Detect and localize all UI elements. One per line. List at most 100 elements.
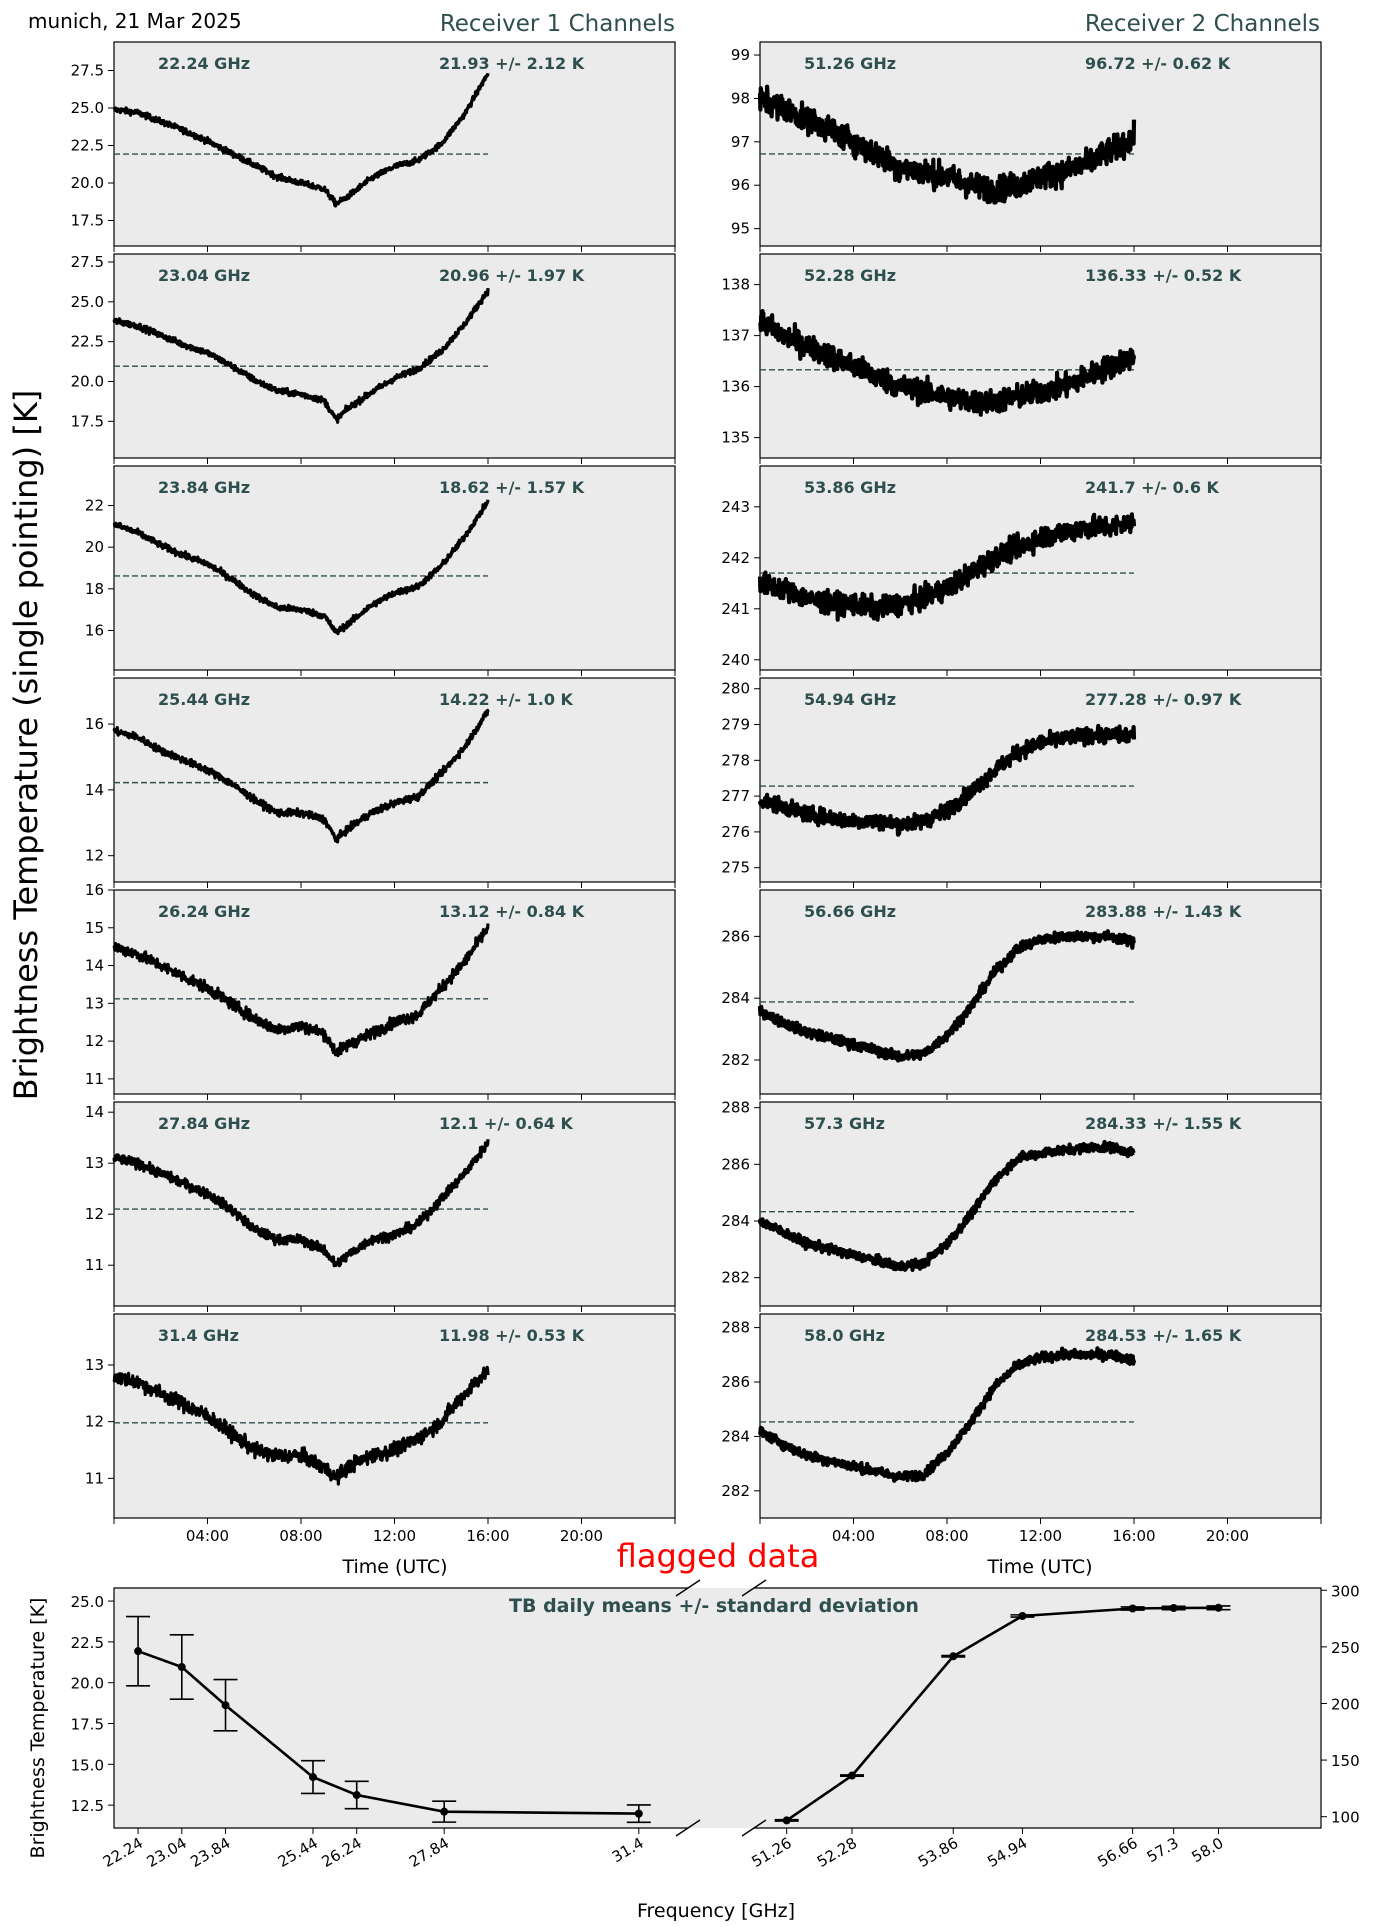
summary-left-ytick-label: 12.5 (71, 1797, 104, 1815)
rx2-panel-4-ytick-label: 280 (721, 680, 750, 698)
rx2-panel-4-stat-label: 277.28 +/- 0.97 K (1085, 690, 1242, 709)
rx2-panel-2-ytick-label: 137 (721, 327, 750, 345)
rx2-panel-5-stat-label: 283.88 +/- 1.43 K (1085, 902, 1242, 921)
rx1-panel-2-ytick-label: 25.0 (71, 293, 104, 311)
summary-right-point (949, 1652, 958, 1661)
rx1-panel-2-frequency-label: 23.04 GHz (158, 266, 250, 285)
rx2-panel-3-frequency-label: 53.86 GHz (804, 478, 896, 497)
rx2-panel-3-ytick-label: 241 (721, 600, 750, 618)
summary-left-xtick-label: 25.44 (275, 1834, 321, 1871)
rx1-xtick-label: 08:00 (279, 1527, 322, 1545)
rx2-panel-3-background (759, 465, 1322, 671)
rx2-panel-7-ytick-label: 288 (721, 1319, 750, 1337)
receiver2-panels: 95 96 97 98 99 51.26 GHz 96.72 +/- 0.62 K 135 13… (721, 41, 1322, 1545)
rx2-xtick-label: 16:00 (1112, 1527, 1155, 1545)
rx1-panel-5-frequency-label: 26.24 GHz (158, 902, 250, 921)
summary-title: TB daily means +/- standard deviation (509, 1595, 919, 1617)
rx2-panel-6-stat-label: 284.33 +/- 1.55 K (1085, 1114, 1242, 1133)
summary-left-frame (113, 1587, 688, 1829)
rx2-panel-6-background (759, 1101, 1322, 1307)
rx2-panel-3-ytick-label: 240 (721, 651, 750, 669)
rx2-panel-7-ytick-label: 284 (721, 1427, 750, 1445)
summary-left-point (352, 1791, 361, 1800)
rx1-panel-6-ytick-label: 14 (85, 1103, 104, 1121)
rx1-panel-7-trace (112, 1365, 490, 1486)
rx1-panel-7-ytick-label: 11 (85, 1469, 104, 1487)
rx1-panel-7-ytick-label: 13 (85, 1356, 104, 1374)
main-y-axis-label: Brightness Temperature (single pointing)… (7, 390, 45, 1101)
rx2-xtick-label: 04:00 (832, 1527, 875, 1545)
rx1-panel-3-ytick-label: 20 (85, 538, 104, 556)
summary-left-point (221, 1701, 230, 1710)
rx1-xtick-label: 16:00 (466, 1527, 509, 1545)
rx1-panel-6-stat-label: 12.1 +/- 0.64 K (439, 1114, 574, 1133)
rx1-panel-7-ytick-label: 12 (85, 1413, 104, 1431)
rx1-panel-6-ytick-label: 13 (85, 1154, 104, 1172)
rx1-panel-1-ytick-label: 22.5 (71, 137, 104, 155)
summary-right-xtick-label: 58.0 (1189, 1834, 1227, 1866)
rx1-panel-5-stat-label: 13.12 +/- 0.84 K (439, 902, 585, 921)
rx2-panel-6-ytick-label: 288 (721, 1099, 750, 1117)
receiver1-title: Receiver 1 Channels (440, 11, 675, 37)
rx1-panel-1-ytick-label: 25.0 (71, 99, 104, 117)
rx1-panel-1-stat-label: 21.93 +/- 2.12 K (439, 54, 585, 73)
rx1-panel-4-background (113, 677, 676, 883)
summary-right-point (848, 1771, 857, 1780)
rx1-panel-4-ytick-label: 12 (85, 847, 104, 865)
rx1-panel-2-ytick-label: 22.5 (71, 333, 104, 351)
summary-right-point (1214, 1603, 1223, 1612)
rx2-panel-6-trace (757, 1139, 1136, 1272)
rx2-panel-2-ytick-label: 136 (721, 378, 750, 396)
rx2-panel-7-trace (757, 1346, 1137, 1483)
summary-x-axis-label: Frequency [GHz] (637, 1900, 795, 1922)
summary-right-ytick-label: 250 (1331, 1639, 1360, 1657)
rx1-panel-6-trace (112, 1139, 490, 1268)
rx2-panel-7-frequency-label: 58.0 GHz (804, 1326, 885, 1345)
rx1-panel-7-stat-label: 11.98 +/- 0.53 K (439, 1326, 585, 1345)
rx2-panel-2-background (759, 253, 1322, 459)
receiver1-panels: 17.5 20.0 22.5 25.0 27.5 22.24 GHz 21.93 +/- 2… (71, 41, 676, 1545)
rx1-xtick-label: 20:00 (560, 1527, 603, 1545)
rx2-panel-1-stat-label: 96.72 +/- 0.62 K (1085, 54, 1231, 73)
rx1-panel-5-ytick-label: 15 (85, 919, 104, 937)
rx2-panel-1-ytick-label: 97 (731, 133, 750, 151)
rx2-xtick-label: 12:00 (1019, 1527, 1062, 1545)
rx2-panel-6-ytick-label: 286 (721, 1155, 750, 1173)
rx1-panel-4-frequency-label: 25.44 GHz (158, 690, 250, 709)
rx1-panel-2-ytick-label: 17.5 (71, 412, 104, 430)
summary-right-xtick-label: 52.28 (814, 1834, 860, 1871)
summary-right-xtick-label: 56.66 (1094, 1834, 1140, 1871)
rx1-panel-4-ytick-label: 16 (85, 715, 104, 733)
summary-right-frame (754, 1587, 1322, 1829)
summary-right-ytick-label: 100 (1331, 1809, 1360, 1827)
axis-break-mark (741, 1579, 767, 1597)
rx2-panel-1-ytick-label: 95 (731, 220, 750, 238)
rx2-panel-5-ytick-label: 282 (721, 1051, 750, 1069)
summary-left-point (634, 1809, 643, 1818)
rx1-panel-2-trace (112, 288, 490, 424)
rx2-panel-2-ytick-label: 138 (721, 276, 750, 294)
rx1-panel-3-frequency-label: 23.84 GHz (158, 478, 250, 497)
rx2-panel-4-ytick-label: 276 (721, 823, 750, 841)
rx2-panel-6-ytick-label: 282 (721, 1269, 750, 1287)
summary-left-ytick-label: 15.0 (71, 1756, 104, 1774)
summary-left-ytick-label: 20.0 (71, 1675, 104, 1693)
summary-left-ytick-label: 17.5 (71, 1716, 104, 1734)
summary-left-point (177, 1663, 186, 1672)
rx2-panel-7-stat-label: 284.53 +/- 1.65 K (1085, 1326, 1242, 1345)
rx2-panel-3-ytick-label: 242 (721, 549, 750, 567)
summary-left-point (440, 1807, 449, 1816)
summary-right-xtick-label: 54.94 (984, 1834, 1030, 1871)
rx2-panel-4-ytick-label: 275 (721, 859, 750, 877)
summary-left-xtick-label: 27.84 (406, 1834, 452, 1871)
rx2-panel-6-ytick-label: 284 (721, 1212, 750, 1230)
rx1-panel-5-ytick-label: 13 (85, 994, 104, 1012)
rx1-panel-6-ytick-label: 12 (85, 1205, 104, 1223)
rx2-panel-5-frequency-label: 56.66 GHz (804, 902, 896, 921)
rx2-panel-1-ytick-label: 99 (731, 46, 750, 64)
summary-right-ytick-label: 200 (1331, 1695, 1360, 1713)
summary-left-ytick-label: 22.5 (71, 1634, 104, 1652)
rx2-panel-4-trace (757, 723, 1137, 837)
summary-left-point (134, 1647, 143, 1656)
